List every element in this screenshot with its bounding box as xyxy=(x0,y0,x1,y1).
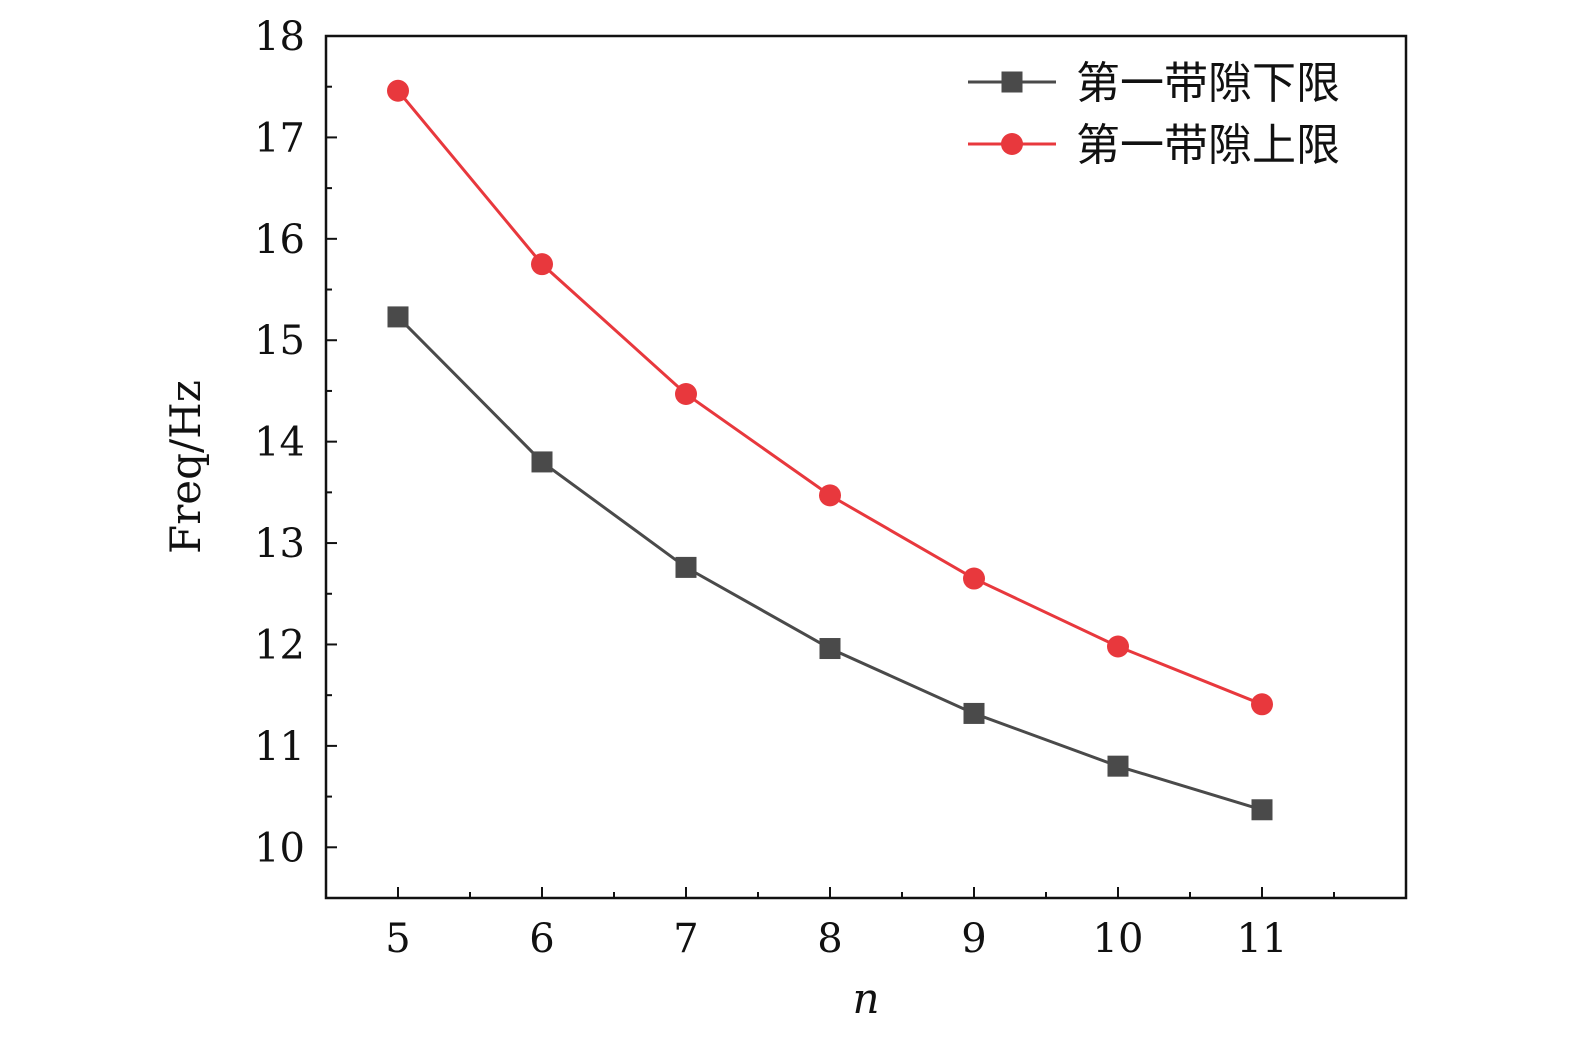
x-tick-label: 7 xyxy=(673,916,698,962)
y-axis-title: Freq/Hz xyxy=(161,380,210,554)
series-line-1 xyxy=(396,315,1263,812)
legend-marker-2 xyxy=(1001,133,1023,155)
y-tick-label: 18 xyxy=(254,14,305,60)
y-tick-label: 15 xyxy=(254,318,305,364)
legend-marker-1 xyxy=(1001,71,1023,93)
y-tick-label: 17 xyxy=(254,115,305,161)
x-axis-title: n xyxy=(852,974,879,1023)
x-tick-label: 11 xyxy=(1237,916,1288,962)
ticks-layer: 5 6 7 8 9 10 11 10 11 12 13 14 15 16 17 18 xyxy=(254,14,1335,962)
x-tick-label: 9 xyxy=(961,916,986,962)
series-1-point xyxy=(531,451,553,473)
series-1-point xyxy=(819,638,841,660)
y-tick-label: 10 xyxy=(254,825,305,871)
y-tick-label: 11 xyxy=(254,724,305,770)
series-2-point xyxy=(963,567,985,590)
series-1-point xyxy=(675,556,697,578)
series-2-point xyxy=(1251,693,1273,716)
x-tick-label: 10 xyxy=(1093,916,1144,962)
series-2-point xyxy=(387,79,409,102)
series-2-point xyxy=(675,382,697,405)
legend-label-2: 第一带隙上限 xyxy=(1076,120,1340,171)
series-2-point xyxy=(1107,635,1129,658)
x-tick-label: 6 xyxy=(529,916,554,962)
y-tick-label: 13 xyxy=(254,521,305,567)
x-tick-label: 5 xyxy=(385,916,410,962)
plot-frame xyxy=(324,34,1408,900)
y-tick-label: 14 xyxy=(254,420,305,466)
legend-label-1: 第一带隙下限 xyxy=(1076,58,1340,109)
series-1-point xyxy=(963,702,985,724)
series-1-point xyxy=(387,306,409,328)
series-2-point xyxy=(531,253,553,276)
y-tick-label: 12 xyxy=(254,622,305,668)
series-1-point xyxy=(1107,755,1129,777)
series-2-point xyxy=(819,484,841,507)
series-1-point xyxy=(1251,799,1273,821)
x-tick-label: 8 xyxy=(817,916,842,962)
y-tick-label: 16 xyxy=(254,217,305,263)
series-layer xyxy=(387,79,1273,821)
series-line-2 xyxy=(396,89,1263,706)
